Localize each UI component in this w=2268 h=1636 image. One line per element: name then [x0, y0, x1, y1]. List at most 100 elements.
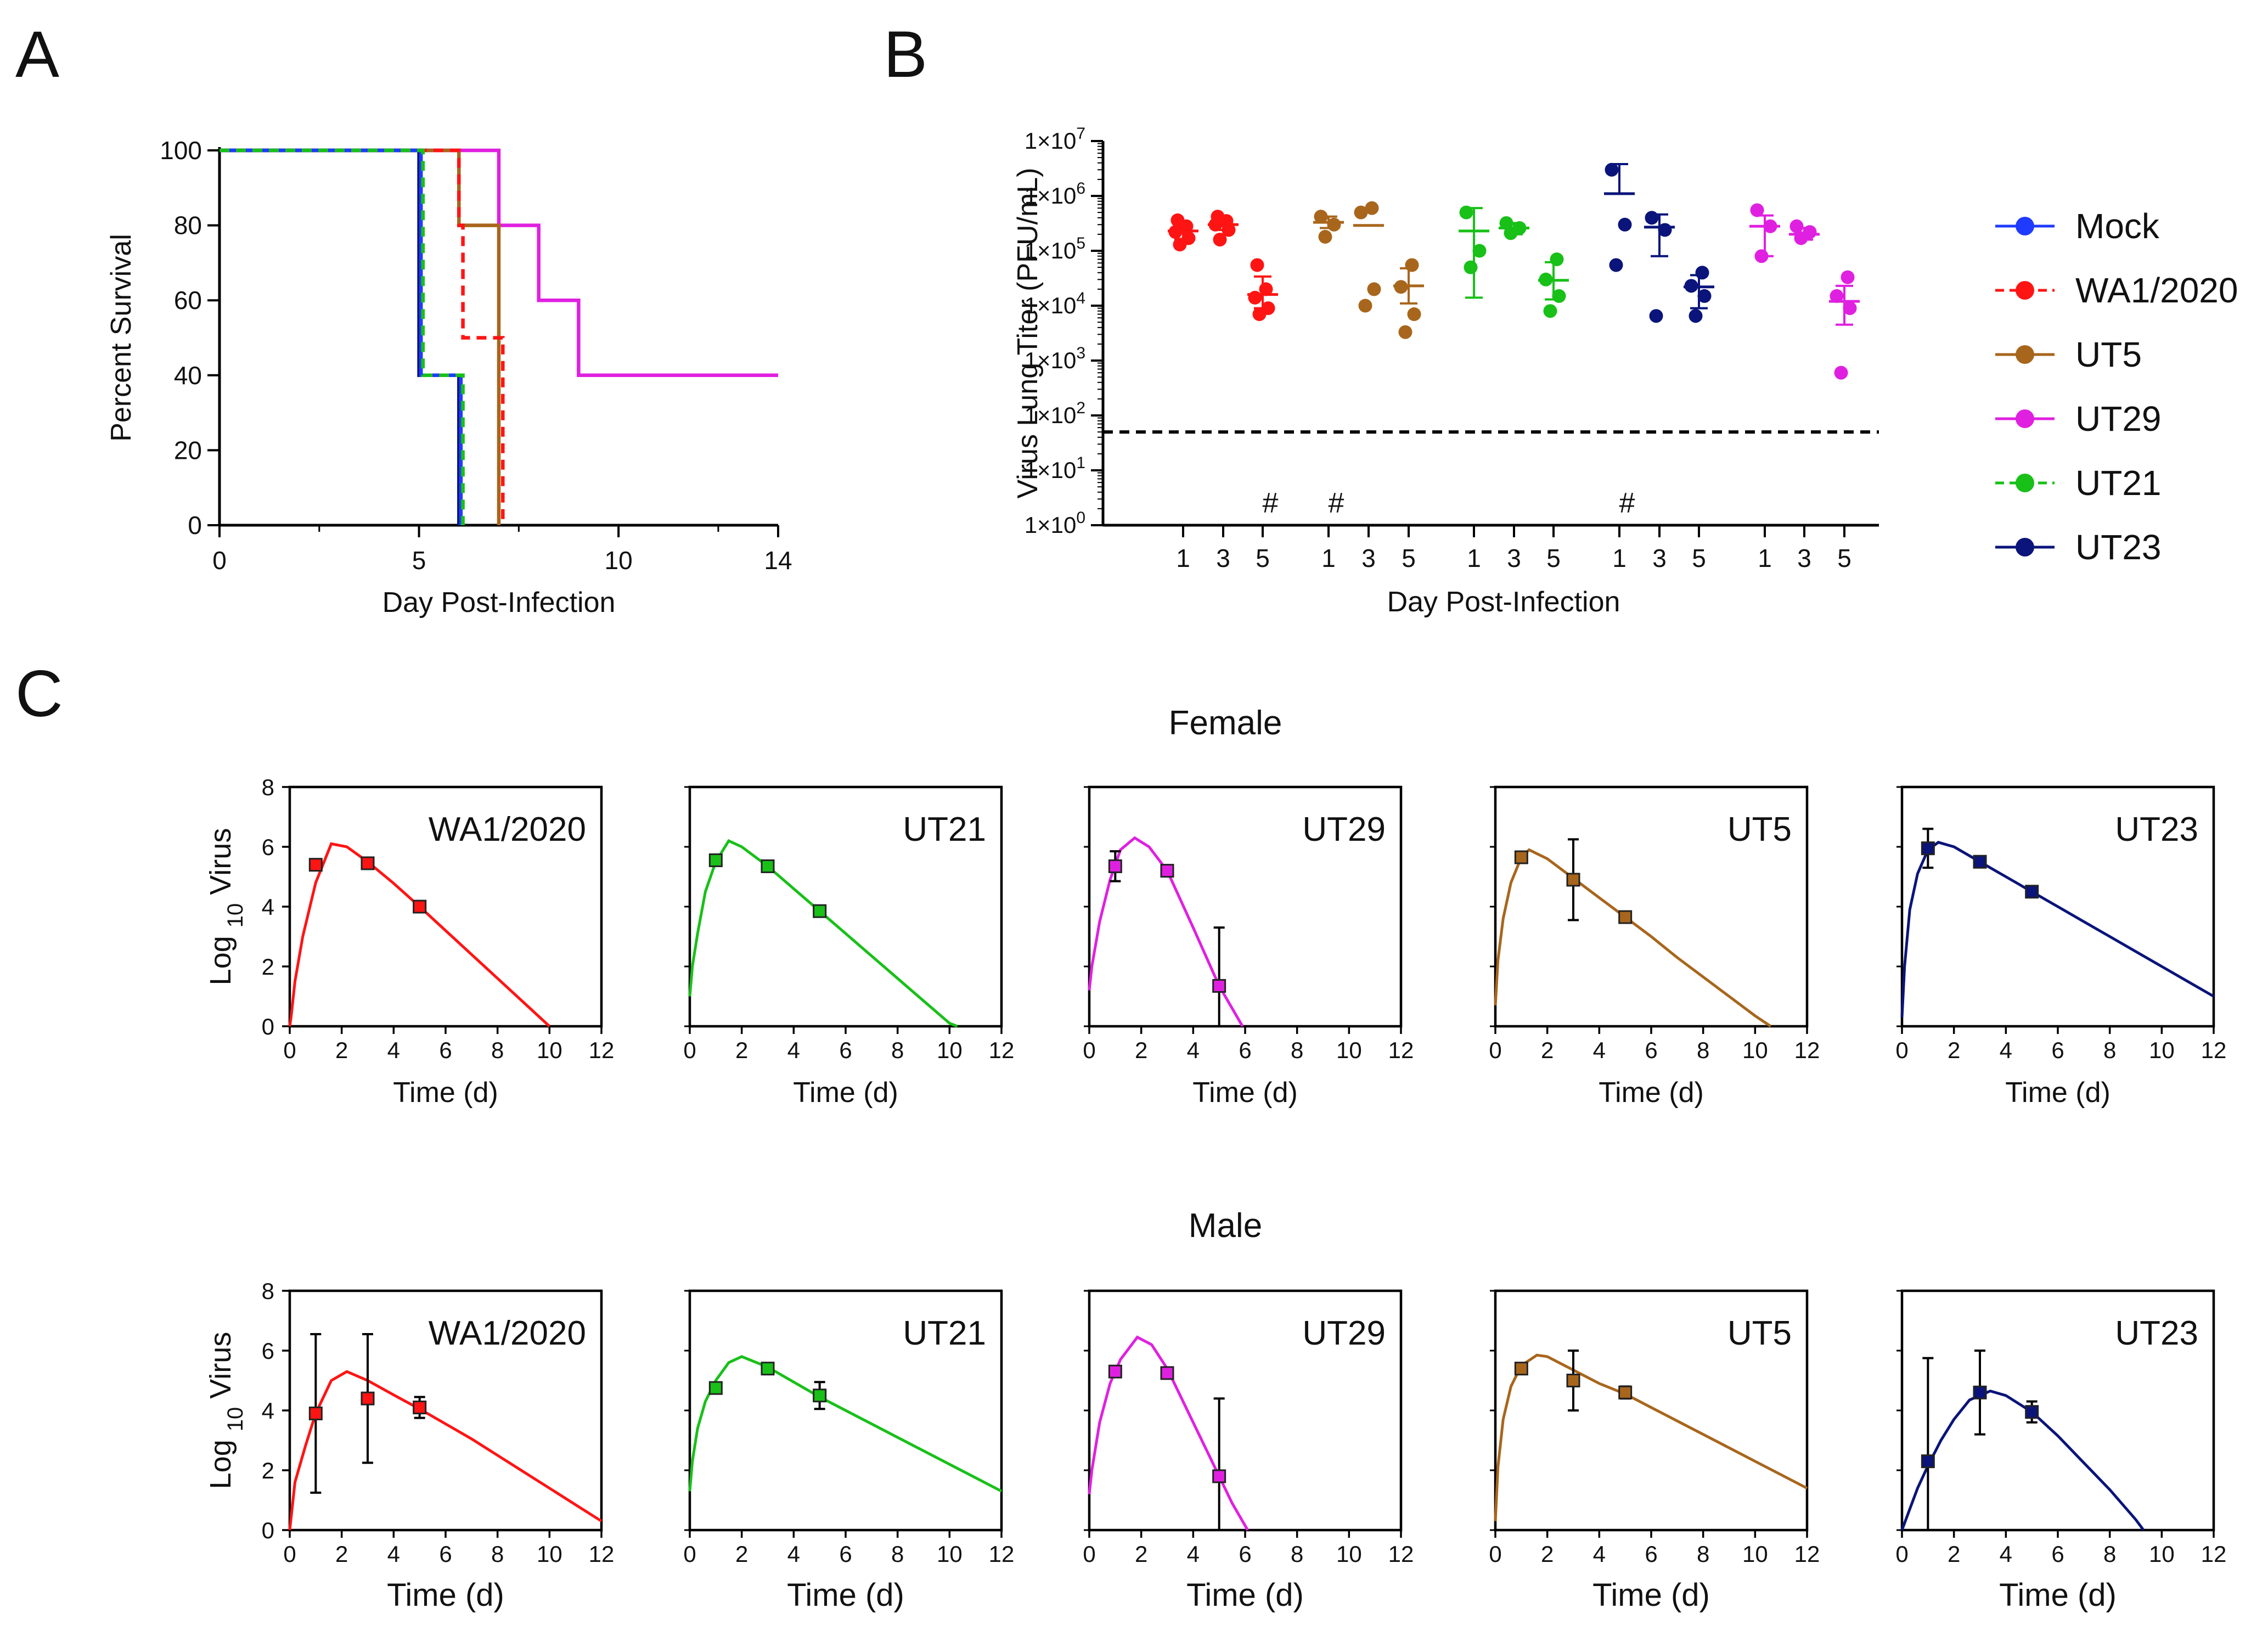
data-point-ut23 — [1618, 217, 1632, 232]
survival-line-ut21 — [220, 148, 465, 525]
data-point-wa1-2020 — [1211, 210, 1225, 224]
legend-label-mock: Mock — [2075, 206, 2160, 246]
x-tick-label: 2 — [1135, 1037, 1147, 1063]
subplot-male-ut5: 0 2 4 6 8 10 12 Time (d) UT5 — [1489, 1289, 1820, 1613]
y-tick-label: 8 — [262, 774, 274, 800]
y-tick-label: 6 — [262, 1338, 274, 1364]
y-tick-label: 2 — [262, 954, 274, 980]
data-point-ut5 — [1618, 1385, 1633, 1399]
x-axis-title: Time (d) — [393, 1077, 498, 1109]
y-axis-title: Log 10 Virus — [204, 1332, 247, 1489]
y-tick-label: 0 — [262, 1517, 274, 1543]
data-point-ut5 — [1358, 299, 1372, 313]
x-tick-label: 5 — [1256, 544, 1270, 572]
data-point-ut29 — [1789, 219, 1804, 233]
subplot-title: WA1/2020 — [429, 1314, 586, 1352]
subplot-title: UT21 — [903, 811, 986, 848]
data-point-ut29 — [1830, 289, 1844, 303]
x-tick-label: 2 — [1948, 1037, 1960, 1063]
x-axis-title: Time (d) — [1999, 1577, 2117, 1613]
data-point-ut29 — [1843, 301, 1857, 316]
x-tick-label: 6 — [839, 1541, 852, 1567]
x-tick-label: 14 — [764, 546, 792, 575]
y-tick-label: 80 — [174, 211, 202, 240]
data-point-ut5 — [1407, 307, 1421, 321]
x-tick-label: 12 — [1388, 1037, 1414, 1063]
x-tick-label: 8 — [1697, 1037, 1709, 1063]
legend-marker-ut29 — [2016, 409, 2034, 428]
x-tick-label: 10 — [937, 1541, 963, 1567]
x-tick-label: 6 — [1645, 1541, 1657, 1567]
data-point-ut21 — [1499, 216, 1513, 230]
data-point-ut21 — [1459, 205, 1473, 220]
model-curve-wa1-2020 — [288, 842, 550, 1027]
x-tick-label: 0 — [683, 1541, 696, 1567]
x-tick-label: 6 — [2051, 1541, 2064, 1567]
data-point-ut5 — [1394, 280, 1408, 294]
x-tick-label: 0 — [1489, 1541, 1501, 1567]
subplot-male-ut21: 0 2 4 6 8 10 12 Time (d) UT21 — [683, 1289, 1015, 1613]
x-tick-label: 10 — [1336, 1541, 1362, 1567]
x-axis-title: Day Post-Infection — [1387, 586, 1620, 618]
data-point-ut21 — [708, 1381, 723, 1395]
data-point-ut5 — [1314, 210, 1328, 224]
x-tick-label: 3 — [1797, 544, 1811, 572]
x-tick-label: 12 — [1388, 1541, 1414, 1567]
data-point-ut5 — [1354, 205, 1368, 220]
x-axis-title: Time (d) — [387, 1577, 504, 1613]
x-tick-label: 2 — [735, 1541, 748, 1567]
data-point-ut23 — [1973, 854, 1987, 869]
panel-label-b: B — [883, 18, 927, 91]
x-tick-label: 12 — [1794, 1541, 1820, 1567]
data-point-ut21 — [813, 904, 827, 918]
data-point-ut23 — [1921, 841, 1935, 856]
data-point-ut23 — [2025, 885, 2039, 899]
data-point-ut21 — [708, 853, 723, 868]
x-tick-label: 12 — [989, 1541, 1015, 1567]
x-tick-label: 3 — [1652, 544, 1667, 572]
x-axis-title: Time (d) — [1186, 1577, 1304, 1613]
x-tick-label: 12 — [589, 1037, 615, 1063]
data-point-ut23 — [1605, 162, 1619, 177]
x-tick-label: 12 — [2201, 1541, 2227, 1567]
row-title: Female — [1169, 704, 1282, 742]
x-tick-label: 0 — [283, 1037, 296, 1063]
survival-line-wa1-2020 — [220, 148, 505, 525]
x-tick-label: 10 — [537, 1037, 562, 1063]
subplot-title: UT29 — [1302, 1314, 1386, 1352]
y-tick-label: 1×103 — [1025, 344, 1085, 373]
x-tick-label: 4 — [387, 1037, 400, 1063]
y-tick-label: 60 — [174, 286, 202, 314]
data-point-ut23 — [1973, 1385, 1987, 1399]
survival-line-ut5 — [220, 148, 501, 525]
data-point-wa1-2020 — [1213, 233, 1227, 247]
data-point-ut29 — [1834, 366, 1848, 380]
x-tick-label: 0 — [1489, 1037, 1501, 1063]
data-point-ut21 — [1472, 244, 1487, 258]
subplot-title: UT5 — [1727, 1314, 1792, 1352]
subplot-title: UT21 — [903, 1314, 986, 1352]
data-point-ut21 — [1464, 260, 1478, 274]
legend-marker-ut23 — [2016, 538, 2034, 556]
data-point-wa1-2020 — [413, 1401, 427, 1415]
x-tick-label: 6 — [439, 1541, 452, 1567]
subplot-title: UT29 — [1302, 811, 1386, 848]
model-curve-ut5 — [1494, 1353, 1808, 1521]
data-point-ut21 — [1550, 252, 1564, 266]
panel-a-survival-chart: 0 20 40 60 80 100 0 5 10 14 Day Post-Infection Perc… — [105, 136, 792, 619]
x-tick-label: 10 — [1336, 1037, 1362, 1063]
x-tick-label: 4 — [2000, 1037, 2012, 1063]
survival-line-ut29 — [220, 148, 778, 378]
subplot-female-ut29: 0 2 4 6 8 10 12 Time (d) UT29 — [1083, 785, 1414, 1109]
x-tick-label: 2 — [335, 1541, 348, 1567]
data-point-wa1-2020 — [361, 856, 375, 870]
x-tick-label: 8 — [491, 1037, 504, 1063]
x-tick-label: 1 — [1176, 544, 1190, 572]
x-tick-label: 0 — [1895, 1541, 1908, 1567]
data-point-wa1-2020 — [1248, 290, 1262, 305]
data-point-ut29 — [1841, 270, 1855, 284]
x-tick-label: 3 — [1361, 544, 1376, 572]
x-tick-label: 4 — [1187, 1037, 1200, 1063]
data-point-wa1-2020 — [1259, 282, 1273, 296]
